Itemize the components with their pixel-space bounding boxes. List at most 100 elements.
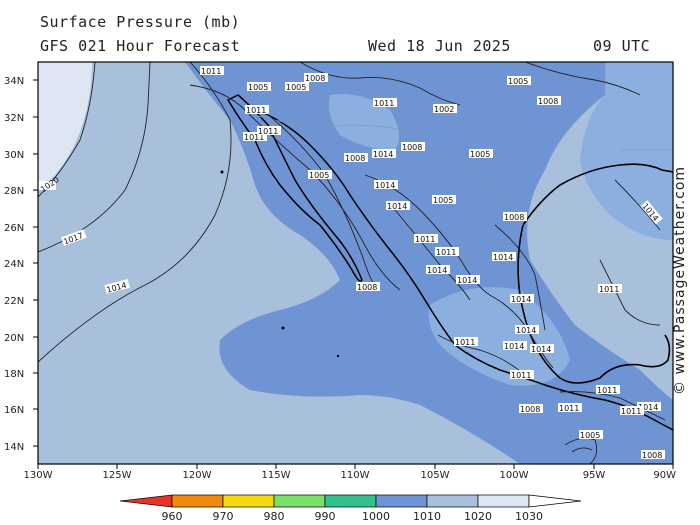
svg-text:105W: 105W: [421, 470, 450, 481]
colorbar-segment: [477, 494, 530, 508]
isobar-1008-west: [259, 107, 376, 286]
isobar-1011-mid: [394, 209, 471, 301]
colorbar-segment: [324, 494, 377, 508]
isobar-label: 1005: [470, 150, 490, 159]
isobar-label: 1005: [309, 171, 329, 180]
isobar-label: 1011: [599, 285, 619, 294]
svg-text:130W: 130W: [24, 470, 53, 481]
svg-text:30N: 30N: [4, 150, 24, 161]
isobar-label: 1008: [504, 213, 524, 222]
colorbar-segment: [222, 494, 275, 508]
isobar-label: 1014: [511, 295, 531, 304]
us-mexico-border: [244, 111, 524, 226]
lat-tick: 14N: [4, 442, 38, 453]
isobar-1014-west: [38, 62, 232, 363]
site-credit: © www.PassageWeather.com: [672, 165, 688, 395]
isobar-1011-east: [494, 224, 546, 331]
svg-text:20N: 20N: [4, 333, 24, 344]
map-title: Surface Pressure (mb): [40, 13, 241, 31]
forecast-label: GFS 021 Hour Forecast: [40, 37, 241, 55]
isobar-label: 1005: [286, 83, 306, 92]
isobar-label: 1011: [559, 404, 579, 413]
svg-text:90W: 90W: [653, 470, 676, 481]
isobar-label: 1011: [436, 248, 456, 257]
svg-text:22N: 22N: [4, 296, 24, 307]
lon-tick: 115W: [262, 464, 291, 481]
svg-text:24N: 24N: [4, 259, 24, 270]
svg-text:110W: 110W: [341, 470, 370, 481]
colorbar-high-arrow: [528, 494, 582, 508]
colorbar-tick: 1000: [362, 510, 390, 523]
state-borders: [604, 62, 673, 151]
isobar-label: 1008: [538, 97, 558, 106]
isobar-label: 1008: [345, 154, 365, 163]
lon-tick: 95W: [583, 464, 606, 481]
lat-tick: 18N: [4, 369, 38, 380]
pressure-colorbar: 960 970 980 990 1000 1010 1020 1030: [119, 494, 582, 523]
isobar-label: 1011: [374, 99, 394, 108]
isobar-label: 1014: [493, 253, 513, 262]
isobar-1014-south: [559, 391, 666, 421]
svg-text:28N: 28N: [4, 186, 24, 197]
svg-text:16N: 16N: [4, 405, 24, 416]
isobar-1005-low: [564, 437, 598, 464]
isobar-label: 1008: [520, 405, 540, 414]
isobar-label: 1014: [373, 150, 393, 159]
colorbar-tick: 1030: [515, 510, 543, 523]
plateau-region: [328, 94, 399, 150]
colorbar-tick: 970: [213, 510, 234, 523]
svg-text:26N: 26N: [4, 223, 24, 234]
lat-tick: 34N: [4, 76, 38, 87]
colorbar-tick: 990: [315, 510, 336, 523]
isobar-label: 1005: [433, 196, 453, 205]
isobar-1011-gulf: [599, 259, 661, 326]
colorbar-low-arrow: [119, 494, 173, 508]
svg-text:115W: 115W: [262, 470, 291, 481]
colorbar-tick: 960: [162, 510, 183, 523]
lat-tick: 22N: [4, 296, 38, 307]
lon-tick: 100W: [500, 464, 529, 481]
isobar-label: 1008: [402, 143, 422, 152]
lat-tick: 28N: [4, 186, 38, 197]
svg-text:14N: 14N: [4, 442, 24, 453]
isobar-label: 1008: [305, 74, 325, 83]
colorbar-segment: [273, 494, 326, 508]
isobar-label: 1011: [597, 386, 617, 395]
colorbar-tick: 1010: [413, 510, 441, 523]
isobar-label: 1011: [621, 407, 641, 416]
southern-mexico-region: [428, 287, 570, 386]
svg-text:95W: 95W: [583, 470, 606, 481]
isobar-label: 1011: [201, 67, 221, 76]
isobar-label: 1011: [455, 338, 475, 347]
svg-text:18N: 18N: [4, 369, 24, 380]
colorbar-tick: 980: [264, 510, 285, 523]
colorbar-segment: [426, 494, 479, 508]
isobar-label: 1002: [434, 105, 454, 114]
lon-tick: 125W: [103, 464, 132, 481]
map-area: 1020 1017 1014 1011 1008 1005 1002 1014 …: [38, 62, 673, 464]
lat-tick: 16N: [4, 405, 38, 416]
isobar-label: 1008: [357, 283, 377, 292]
isobar-label: 1014: [427, 266, 447, 275]
gulf-coast-north: [522, 163, 673, 226]
lon-tick: 120W: [183, 464, 212, 481]
guadalupe-island: [220, 170, 224, 174]
isobar-label: 1014: [375, 181, 395, 190]
socorro-island: [281, 326, 285, 330]
isobar-label: 1011: [244, 133, 264, 142]
lat-tick: 30N: [4, 150, 38, 161]
isobar-label: 1011: [415, 235, 435, 244]
lon-tick: 90W: [653, 464, 676, 481]
lat-tick: 24N: [4, 259, 38, 270]
mainland-pacific-coast: [261, 111, 673, 431]
lon-tick: 110W: [341, 464, 370, 481]
colorbar-tick: 1020: [464, 510, 492, 523]
isobar-label: 1011: [511, 371, 531, 380]
pacific-high-region: [38, 62, 92, 190]
isobar-label: 1011: [246, 106, 266, 115]
lon-tick: 130W: [24, 464, 53, 481]
isobar-label: 1014: [504, 342, 524, 351]
svg-text:34N: 34N: [4, 76, 24, 87]
colorbar-segment: [171, 494, 224, 508]
